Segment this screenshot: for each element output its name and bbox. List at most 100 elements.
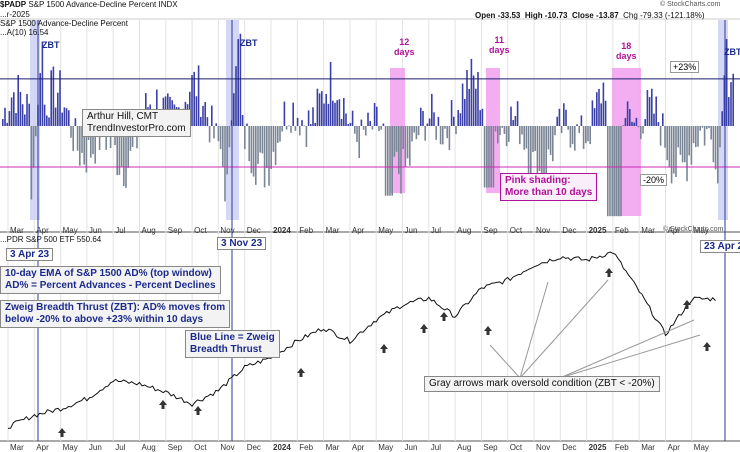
bottom-axis-tick-label: Sep — [168, 443, 183, 452]
ad-bar — [6, 122, 8, 126]
ad-bar — [41, 41, 44, 126]
ad-bar — [303, 125, 305, 127]
ad-bar — [83, 126, 85, 165]
ad-bar — [384, 126, 387, 196]
ad-bar — [321, 91, 323, 126]
ad-bar — [50, 70, 52, 126]
bottom-axis-tick-label: Feb — [299, 443, 313, 452]
bottom-axis-tick-label: Aug — [457, 443, 471, 452]
ad-bar — [725, 39, 728, 126]
signal-date-3: 23 Apr 25 — [700, 240, 740, 253]
level-down-label: -20% — [640, 174, 668, 186]
ad-bar — [567, 126, 569, 130]
ad-bar — [695, 126, 697, 148]
ad-bar — [26, 94, 28, 126]
ad-bar — [417, 126, 420, 136]
ema-note: 10-day EMA of S&P 1500 AD% (top window) … — [0, 266, 221, 294]
zbt-label-3: ZBT — [724, 47, 740, 57]
ad-bar — [580, 115, 583, 126]
ad-bar — [670, 126, 673, 184]
ad-bar — [48, 117, 50, 126]
symbol-name: S&P 1500 Advance-Decline Percent — [28, 0, 157, 9]
ad-bar — [477, 72, 479, 126]
ad-bar — [646, 90, 649, 126]
ad-bar — [24, 114, 26, 126]
ad-bar — [422, 110, 424, 126]
ad-bar — [380, 126, 382, 130]
top-axis-tick-label: Apr — [668, 226, 681, 235]
ad-bar — [483, 126, 486, 188]
top-axis-tick-label: Sep — [483, 226, 498, 235]
ad-bar — [664, 126, 666, 148]
open-value: Open -33.53 — [475, 11, 521, 20]
bottom-axis-tick-label: Jul — [115, 443, 125, 452]
ad-bar — [732, 73, 734, 126]
chart-symbol-header: $PADP S&P 1500 Advance-Decline Percent I… — [0, 0, 178, 9]
bottom-axis-tick-label: Dec — [247, 443, 261, 452]
ad-bar — [307, 110, 310, 126]
note-pointer-3 — [559, 319, 695, 379]
ad-bar — [653, 113, 655, 126]
oversold-arrow-2 — [194, 406, 202, 415]
ad-bar — [98, 126, 101, 150]
ad-bar — [241, 114, 244, 126]
ad-bar — [391, 126, 393, 196]
ad-bar — [655, 96, 657, 126]
ad-bar — [681, 126, 684, 163]
ad-bar — [250, 126, 253, 174]
ad-bar — [294, 126, 297, 131]
ad-bar — [79, 126, 81, 166]
ad-bar — [85, 126, 88, 173]
ad-bar — [688, 126, 690, 156]
ad-bar — [125, 126, 127, 188]
bottom-axis-tick-label: Oct — [510, 443, 523, 452]
ad-bar — [316, 88, 319, 126]
top-axis-tick-label: Nov — [220, 226, 234, 235]
top-axis-tick-label: Jun — [89, 226, 102, 235]
ad-bar — [233, 93, 235, 126]
ad-bar — [602, 82, 605, 126]
ad-bar — [270, 126, 272, 169]
top-axis-tick-label: Jul — [115, 226, 125, 235]
ad-bar — [710, 126, 712, 140]
ad-bar — [15, 113, 17, 126]
ad-bar — [200, 116, 202, 126]
ad-bar — [109, 126, 112, 149]
ad-bar — [420, 107, 422, 126]
ad-bar — [554, 126, 556, 136]
ad-bar — [523, 126, 525, 150]
ad-bar — [325, 93, 327, 126]
ad-bar — [43, 104, 46, 126]
ad-bar — [285, 126, 288, 130]
ad-bar — [266, 126, 268, 169]
ad-bar — [340, 118, 343, 126]
ad-bar — [413, 126, 415, 133]
bottom-axis-tick-label: Nov — [536, 443, 550, 452]
ad-bar — [424, 126, 426, 141]
zbt-note: Zweig Breadth Thrust (ZBT): AD% moves fr… — [0, 300, 231, 328]
ad-bar — [402, 126, 404, 150]
ad-bar — [116, 126, 118, 176]
ad-bar — [719, 126, 721, 148]
bottom-axis-tick-label: Apr — [668, 443, 681, 452]
ad-bar — [497, 126, 499, 144]
ad-bar — [721, 111, 723, 126]
ad-bar — [527, 126, 530, 174]
ad-bar — [21, 104, 24, 126]
ad-bar — [255, 126, 257, 185]
ad-bar — [57, 92, 59, 126]
ad-bar — [633, 122, 635, 126]
pink-shading-note: Pink shading: More than 10 days — [500, 173, 598, 201]
ad-bar — [248, 126, 250, 162]
oversold-arrow-9 — [683, 300, 691, 309]
ad-bar — [692, 126, 695, 144]
ad-bar — [365, 126, 367, 136]
ad-bar — [538, 126, 541, 172]
ad-bar — [501, 126, 503, 128]
ad-bar — [281, 126, 283, 132]
ad-bar — [714, 126, 717, 170]
ad-bar — [206, 117, 209, 126]
bottom-axis-tick-label: Jun — [405, 443, 418, 452]
ad-bar — [17, 74, 19, 126]
